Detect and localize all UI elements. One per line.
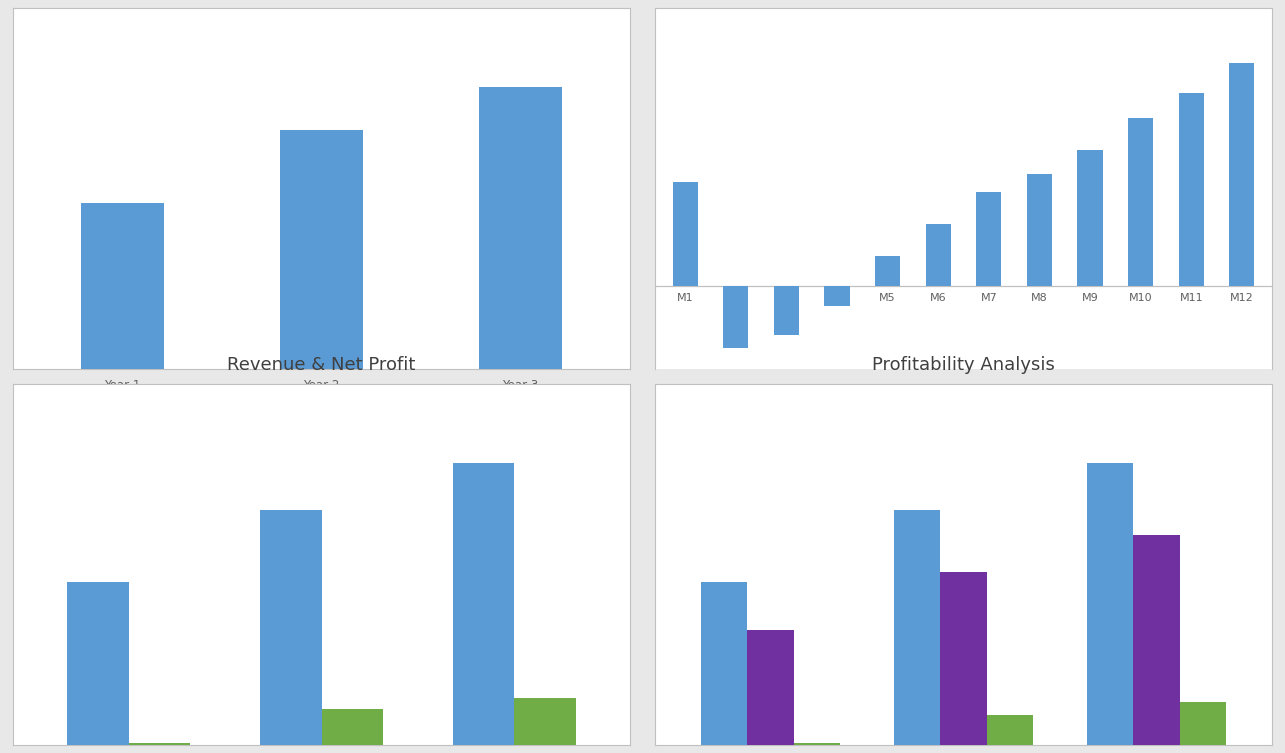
Bar [702,582,748,745]
Bar [977,192,1001,286]
Bar [1077,150,1103,286]
Bar [925,224,951,286]
Bar [987,715,1033,745]
Bar [1027,175,1052,286]
Bar [774,286,799,335]
Bar [941,572,987,745]
Bar [794,742,840,745]
Bar [894,510,941,745]
Title: Revenue & Net Profit: Revenue & Net Profit [227,356,415,373]
Bar [67,582,128,745]
Bar [321,709,383,745]
Bar [723,286,748,348]
Bar [260,510,321,745]
Bar [825,286,849,306]
Bar [452,463,514,745]
Bar [1087,463,1133,745]
Bar [514,698,576,745]
Title: Profitability Analysis: Profitability Analysis [873,356,1055,373]
Bar [1230,63,1254,286]
Bar [748,630,794,745]
Bar [875,256,901,286]
Bar [280,130,364,369]
Bar [128,742,190,745]
Bar [81,203,164,369]
Bar [672,182,698,286]
Bar [1178,93,1204,286]
Bar [1133,535,1180,745]
Bar [1180,702,1226,745]
Bar [479,87,563,369]
Bar [1128,117,1153,286]
